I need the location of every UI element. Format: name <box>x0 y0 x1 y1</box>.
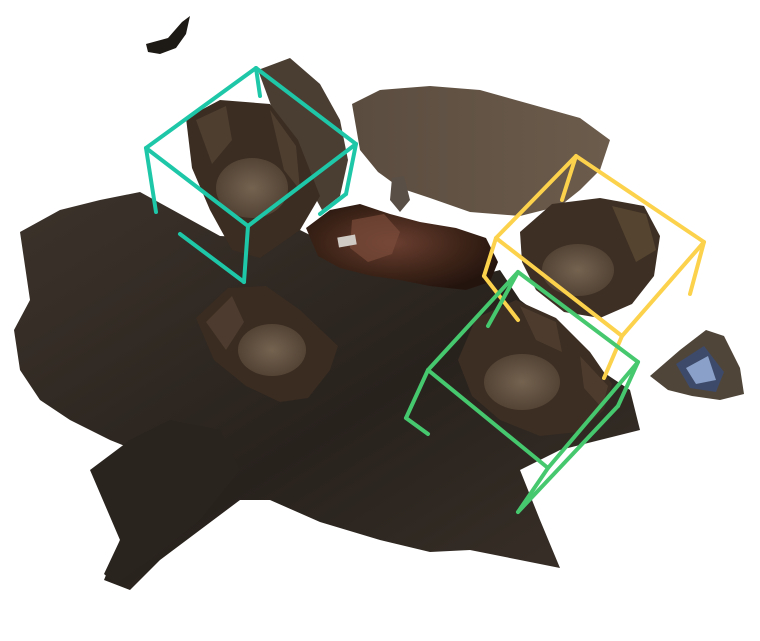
table-item <box>390 176 410 212</box>
bounding-box-chair <box>482 154 706 380</box>
floor-carpet <box>14 192 640 590</box>
bounding-box-chair <box>404 270 640 514</box>
armchair <box>196 286 338 402</box>
wall-strip <box>258 58 348 210</box>
armchair <box>186 100 320 258</box>
floor-shadow <box>90 420 240 584</box>
bounding-box-chair <box>144 66 358 284</box>
wall-strip <box>352 86 610 216</box>
armchair <box>458 300 612 436</box>
blue-object <box>686 356 716 384</box>
armchair <box>520 198 660 318</box>
coffee-table-highlight <box>350 214 400 262</box>
scan-fragment <box>146 16 190 54</box>
table-item <box>337 234 357 248</box>
